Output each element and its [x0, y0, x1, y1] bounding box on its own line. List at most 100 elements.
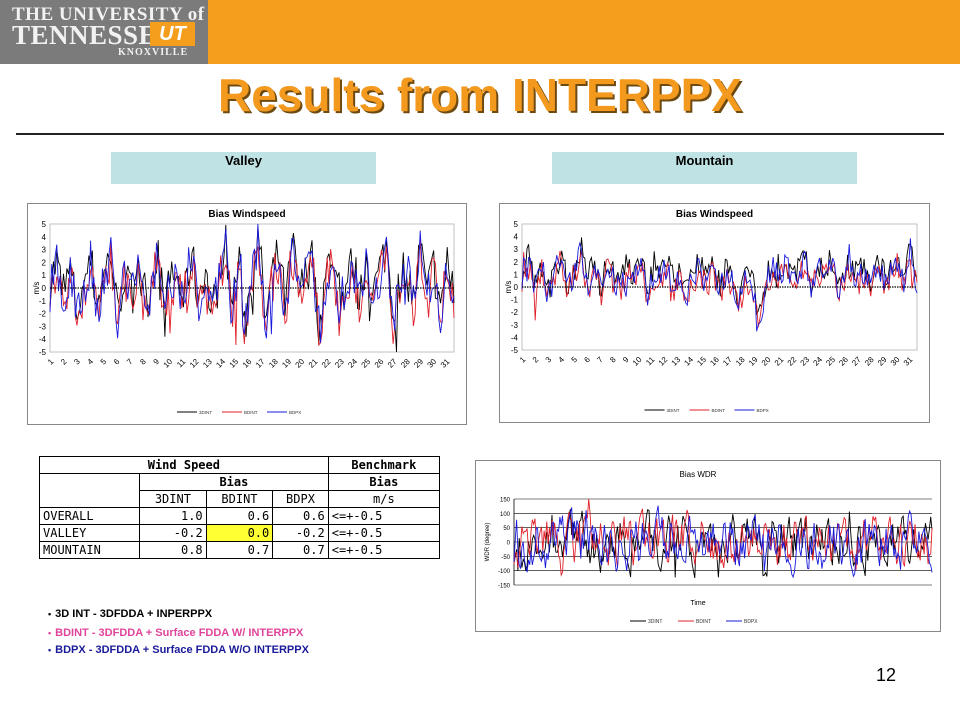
- y-tick-label: 100: [500, 512, 511, 518]
- mountain-chart: Bias Windspeed 5 4 3 2 1 0 -1 -2 -3 -4 -5 m/s 1 2 3 4 5 6 7…: [499, 203, 930, 423]
- table-header-row1: Wind Speed Benchmark: [39, 456, 441, 474]
- x-tick-label: 7: [595, 355, 605, 365]
- x-tick-label: 20: [294, 357, 307, 370]
- y-tick-label: 4: [42, 233, 47, 242]
- cell-value: 0.6: [272, 507, 329, 525]
- cell-benchmark: <=+-0.5: [327, 507, 441, 525]
- bullet-text: BDINT - 3DFDDA + Surface FDDA W/ INTERPP…: [55, 627, 304, 639]
- wdr-chart-svg: Bias WDR 150 100 50 0 -50 -100 -150 WDR (degree)…: [485, 470, 933, 625]
- logo-line1: THE UNIVERSITY of: [12, 4, 205, 25]
- cell-value-highlighted: 0.0: [205, 524, 274, 542]
- y-tick-label: 5: [514, 220, 519, 229]
- table-blank-cell: [38, 473, 141, 491]
- y-tick-label: -3: [511, 321, 519, 330]
- x-tick-label: 14: [214, 357, 227, 370]
- x-tick-label: 6: [112, 357, 122, 367]
- y-tick-label: -50: [501, 555, 510, 561]
- benchmark-bias-header: Bias: [327, 473, 441, 491]
- y-tick-label: 4: [514, 233, 519, 242]
- x-tick-label: 7: [125, 357, 135, 367]
- table-title: Wind Speed: [39, 456, 329, 474]
- x-tick-label: 4: [557, 355, 567, 365]
- x-tick-label: 4: [86, 357, 96, 367]
- y-axis-label: m/s: [504, 281, 513, 294]
- x-tick-label: 12: [657, 355, 670, 368]
- legend-label: 3DINT: [667, 408, 680, 413]
- legend-bullet-bdint: • BDINT - 3DFDDA + Surface FDDA W/ INTERP…: [48, 627, 303, 639]
- logo-line3: KNOXVILLE: [118, 47, 189, 58]
- x-tick-label: 30: [889, 355, 902, 368]
- x-tick-label: 18: [734, 355, 747, 368]
- wdr-chart: Bias WDR 150 100 50 0 -50 -100 -150 WDR (degree)…: [475, 460, 941, 632]
- x-tick-label: 20: [760, 355, 773, 368]
- y-tick-label: 150: [500, 498, 511, 504]
- y-tick-label: 1: [42, 271, 47, 280]
- x-tick-label: 19: [747, 355, 760, 368]
- y-tick-label: 2: [514, 258, 519, 267]
- chart-title: Bias Windspeed: [208, 209, 285, 220]
- x-tick-label: 30: [426, 357, 439, 370]
- x-tick-label: 14: [682, 355, 695, 368]
- y-tick-label: -1: [39, 297, 47, 306]
- logo-badge: UT: [150, 22, 195, 46]
- logo-line2: TENNESSEE: [12, 20, 176, 50]
- benchmark-header: Benchmark: [327, 456, 441, 474]
- bullet-text: BDPX - 3DFDDA + Surface FDDA W/O INTERPP…: [55, 644, 309, 656]
- x-tick-label: 16: [241, 357, 254, 370]
- x-tick-label: 27: [850, 355, 863, 368]
- x-tick-label: 13: [201, 357, 214, 370]
- x-tick-label: 13: [670, 355, 683, 368]
- x-tick-label: 25: [360, 357, 373, 370]
- table-blank-cell: [38, 490, 141, 508]
- series-line-bdpx: [521, 238, 918, 332]
- x-tick-label: 28: [863, 355, 876, 368]
- x-tick-label: 2: [531, 355, 541, 365]
- y-tick-label: -5: [511, 346, 519, 355]
- y-tick-label: -2: [39, 310, 47, 319]
- y-tick-label: -4: [511, 333, 519, 342]
- y-tick-label: 0: [507, 541, 511, 547]
- chart-title: Bias WDR: [680, 470, 717, 479]
- y-tick-label: 3: [514, 245, 519, 254]
- y-axis-label: WDR (degree): [485, 523, 491, 562]
- x-tick-label: 22: [320, 357, 333, 370]
- x-tick-label: 2: [59, 357, 69, 367]
- cell-value: 0.6: [205, 507, 274, 525]
- legend-label: 3DINT: [199, 410, 212, 415]
- y-tick-label: -150: [498, 584, 511, 590]
- x-tick-label: 31: [439, 357, 452, 370]
- x-tick-label: 29: [876, 355, 889, 368]
- x-tick-label: 26: [373, 357, 386, 370]
- legend-label: BDPX: [289, 410, 301, 415]
- cell-value: 0.7: [205, 541, 274, 559]
- slide-title: Results from INTERPPX: [218, 69, 742, 121]
- university-logo: THE UNIVERSITY of TENNESSEE UT KNOXVILLE: [0, 0, 208, 64]
- y-tick-label: 1: [514, 270, 519, 279]
- cell-value: 1.0: [139, 507, 207, 525]
- y-tick-label: -2: [511, 308, 519, 317]
- bullet-dot: •: [48, 645, 52, 655]
- x-tick-label: 3: [72, 357, 82, 367]
- valley-header-label: Valley: [225, 153, 262, 168]
- x-tick-label: 1: [518, 355, 528, 365]
- x-tick-label: 9: [621, 355, 631, 365]
- y-tick-label: -100: [498, 569, 511, 575]
- cell-benchmark: <=+-0.5: [327, 541, 441, 559]
- y-tick-label: 0: [42, 284, 47, 293]
- y-tick-label: 2: [42, 258, 47, 267]
- x-tick-label: 24: [346, 357, 359, 370]
- col-bdint: BDINT: [205, 490, 274, 508]
- cell-value: 0.7: [272, 541, 329, 559]
- x-tick-label: 21: [773, 355, 786, 368]
- x-tick-label: 5: [570, 355, 580, 365]
- x-tick-label: 1: [46, 357, 56, 367]
- mountain-header-label: Mountain: [675, 153, 734, 168]
- bullet-dot: •: [48, 609, 52, 619]
- x-tick-label: 25: [824, 355, 837, 368]
- row-label: OVERALL: [38, 507, 141, 525]
- x-tick-label: 12: [188, 357, 201, 370]
- title-divider: [16, 133, 944, 135]
- series-line-bdpx: [49, 223, 455, 343]
- x-tick-label: 31: [902, 355, 915, 368]
